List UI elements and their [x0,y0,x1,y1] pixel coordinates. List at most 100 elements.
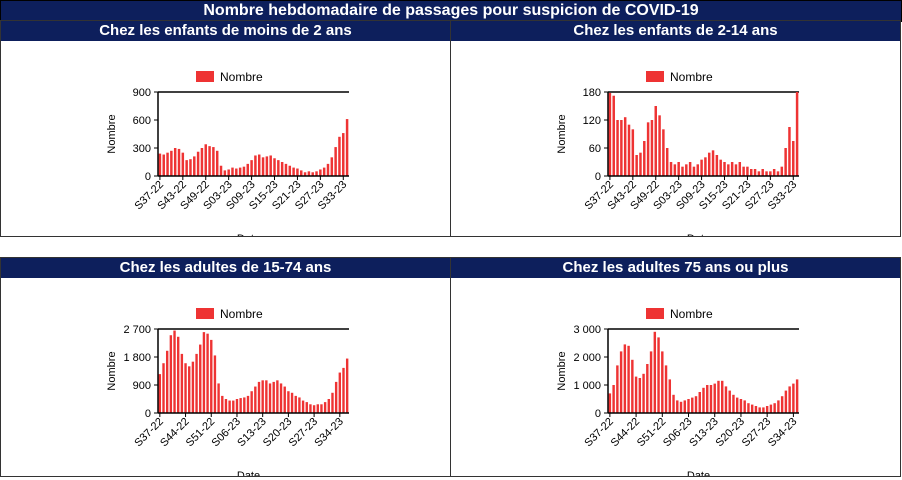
bar [616,365,619,413]
bar [681,166,684,176]
bar [250,391,253,413]
bar [290,392,294,413]
bar [773,403,776,413]
bar [750,169,753,176]
bar [639,152,642,176]
bar [669,162,673,176]
y-tick-label: 2 000 [573,352,601,364]
bar [221,395,224,413]
chart-panel-75-plus: Chez les adultes 75 ans ou plus Nombre 0 1… [450,257,901,477]
bar [713,383,716,413]
bar [631,129,635,176]
legend-label: Nombre [220,307,263,321]
bar [277,160,280,176]
bar [316,404,319,413]
bar [776,171,780,176]
bar [208,146,211,176]
bar [319,169,322,176]
bar [261,380,264,413]
bar [762,407,765,413]
bar [649,351,653,413]
bar [254,155,257,176]
bar [326,163,330,176]
bar [269,155,272,176]
bar [224,399,228,413]
y-tick-label: 0 [145,171,151,183]
bar [227,169,230,176]
bar [769,404,773,413]
bar [780,396,784,413]
bar [765,406,769,413]
x-axis-title: Date [687,233,710,236]
bar [676,400,679,413]
bar [753,169,757,176]
chart-panel-2-14: Chez les enfants de 2-14 ans Nombre 0 60 12… [450,20,901,237]
bar [746,166,749,176]
bar [331,392,334,413]
bar [265,380,268,413]
bar [191,361,195,413]
bar [758,407,761,413]
bar [687,399,690,413]
bar [788,127,791,176]
bar [322,167,326,176]
bar [754,406,758,413]
bar [223,170,227,176]
bar [193,156,196,176]
bar [173,330,176,413]
bar [303,172,307,176]
bar [345,119,349,176]
y-tick-label: 60 [589,143,601,155]
bar [765,171,768,176]
y-tick-label: 0 [595,408,601,420]
y-tick-label: 120 [583,115,601,127]
bar [631,359,634,413]
bar [338,136,341,176]
bar [717,380,720,413]
bar [246,395,250,413]
legend-label: Nombre [220,70,263,84]
x-tick-label: S34-23 [312,416,346,450]
bar [283,386,286,413]
bar [727,164,730,176]
bar [181,152,185,176]
bar [342,133,345,176]
bar [327,399,330,413]
bar [724,386,728,413]
bar [673,164,677,176]
bar [627,345,630,413]
bar [620,120,623,176]
bar [742,166,745,176]
bar [315,171,318,176]
bar [342,367,345,413]
bar [165,350,169,413]
bar [235,168,238,176]
bar [650,120,654,176]
bar [735,397,739,413]
bar [228,400,231,413]
bar [664,365,668,413]
y-tick-label: 900 [133,380,151,392]
bar [721,380,724,413]
y-tick-label: 900 [133,87,151,99]
bar [757,171,761,176]
bar [162,363,165,413]
bar [662,129,665,176]
bar [635,155,638,176]
panel-title: Chez les adultes de 15-74 ans [1,258,450,278]
bar [188,366,191,413]
bar [276,380,279,413]
bar [238,167,242,176]
legend-swatch [646,308,664,319]
bar [330,157,334,176]
panel-title: Chez les enfants de 2-14 ans [451,21,900,41]
bar [265,156,269,176]
bar [239,398,242,413]
legend-swatch [196,308,214,319]
bar [683,400,686,413]
bar [170,150,173,176]
chart-panel-under-2: Chez les enfants de moins de 2 ans Nombr… [0,20,451,237]
bar [612,385,615,413]
bar [162,154,165,176]
bar [273,158,276,176]
